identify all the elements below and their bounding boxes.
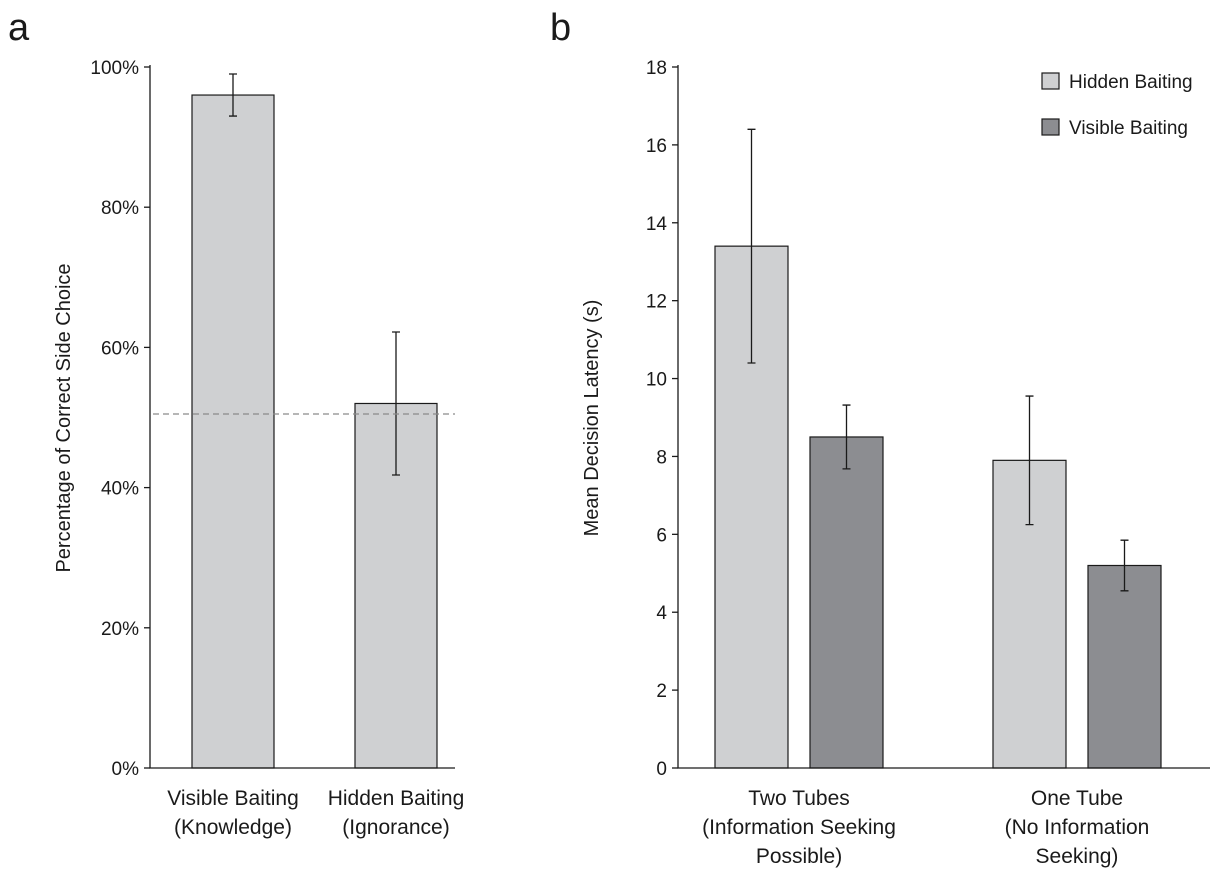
- error-bar: [229, 73, 237, 117]
- panel-a: a Percentage of Correct Side Choice 0% 20…: [8, 7, 464, 839]
- x-category-label: (Ignorance): [342, 816, 449, 839]
- x-category-label: (Information Seeking: [702, 816, 896, 839]
- legend-swatch: [1041, 72, 1060, 90]
- x-category-label: Seeking): [1036, 845, 1119, 868]
- panel-a-x-labels: Visible Baiting (Knowledge) Hidden Baiting…: [167, 787, 464, 839]
- bar: [809, 436, 884, 769]
- panel-a-error-bars: [229, 73, 400, 476]
- panel-b-axes: [677, 65, 1210, 769]
- x-category-label: Possible): [756, 845, 842, 868]
- x-category-label: (No Information: [1005, 816, 1150, 839]
- y-tick-label: 4: [656, 603, 667, 624]
- y-tick-label: 2: [656, 681, 667, 702]
- y-tick-label: 40%: [101, 479, 139, 500]
- y-tick-label: 60%: [101, 338, 139, 359]
- legend-swatch: [1041, 118, 1060, 136]
- error-bar: [1025, 395, 1034, 526]
- panel-b-legend: Hidden Baiting Visible Baiting: [1041, 72, 1193, 139]
- x-category-label: Two Tubes: [748, 787, 850, 810]
- panel-b-bars: [714, 245, 1162, 769]
- bar: [1087, 564, 1162, 769]
- y-tick-label: 6: [656, 525, 667, 546]
- legend-label: Visible Baiting: [1069, 118, 1188, 139]
- y-tick-label: 0: [656, 759, 667, 780]
- legend-label: Hidden Baiting: [1069, 72, 1193, 93]
- panel-b-error-bars: [747, 128, 1129, 592]
- y-tick-label: 18: [646, 58, 667, 79]
- panel-b-letter: b: [550, 7, 571, 49]
- x-category-label: (Knowledge): [174, 816, 292, 839]
- y-tick-label: 80%: [101, 198, 139, 219]
- error-bar: [392, 331, 400, 476]
- y-tick-label: 14: [646, 214, 668, 235]
- error-bar: [1120, 539, 1129, 592]
- y-tick-label: 20%: [101, 619, 139, 640]
- x-category-label: Hidden Baiting: [328, 787, 465, 810]
- panel-a-axes: [149, 65, 455, 769]
- error-bar: [747, 128, 756, 364]
- panel-a-y-axis-title: Percentage of Correct Side Choice: [53, 263, 75, 572]
- panel-b-y-axis-title: Mean Decision Latency (s): [581, 300, 603, 537]
- y-tick-label: 16: [646, 136, 667, 157]
- x-category-label: One Tube: [1031, 787, 1123, 810]
- panel-a-bars: [191, 94, 438, 769]
- error-bar: [842, 404, 851, 470]
- bar: [191, 94, 275, 769]
- panel-a-y-ticks: 0% 20% 40% 60% 80% 100%: [90, 58, 150, 780]
- x-category-label: Visible Baiting: [167, 787, 299, 810]
- panel-b: b Mean Decision Latency (s) 0 2 4 6 8 10 12 14 1…: [550, 7, 1210, 868]
- y-tick-label: 100%: [90, 58, 139, 79]
- y-tick-label: 10: [646, 370, 667, 391]
- panel-b-y-ticks: 0 2 4 6 8 10 12 14 16 18: [646, 58, 678, 780]
- y-tick-label: 8: [656, 447, 667, 468]
- y-tick-label: 0%: [112, 759, 140, 780]
- y-tick-label: 12: [646, 292, 667, 313]
- panel-b-x-labels: Two Tubes (Information Seeking Possible) On…: [702, 787, 1149, 868]
- panel-a-letter: a: [8, 7, 30, 49]
